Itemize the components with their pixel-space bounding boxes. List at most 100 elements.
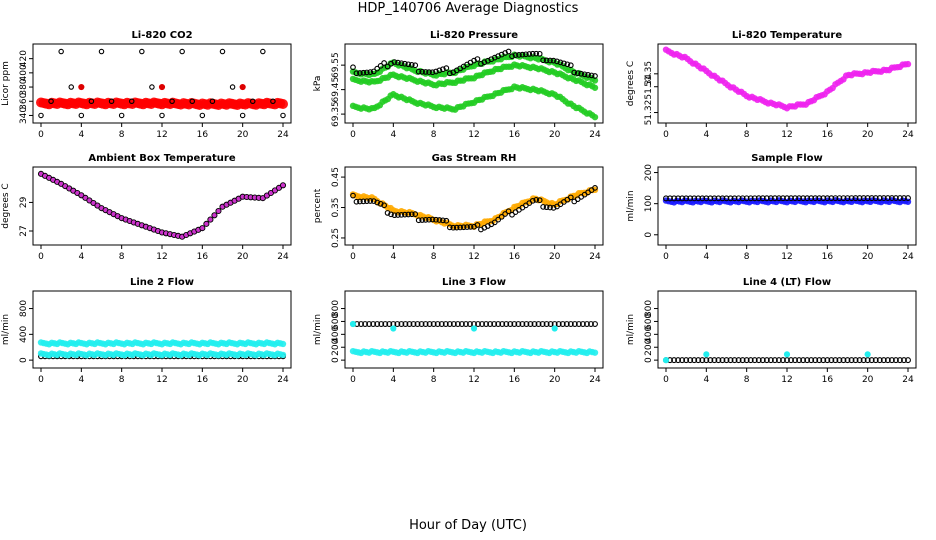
data-point (405, 211, 412, 218)
data-point (207, 216, 214, 223)
x-tick-label: 0 (38, 252, 44, 262)
data-point (663, 195, 669, 202)
data-point (592, 73, 598, 79)
data-point (279, 351, 287, 359)
x-tick-label: 0 (663, 375, 669, 385)
data-point (747, 357, 754, 364)
data-point (567, 194, 574, 201)
data-point (516, 52, 522, 58)
data-point (529, 50, 536, 57)
data-point (800, 357, 807, 364)
y-tick-label: 51.35 (644, 61, 654, 87)
data-point (78, 112, 85, 119)
data-point (588, 72, 595, 79)
x-tick-label: 8 (431, 252, 437, 262)
x-tick-label: 4 (390, 375, 396, 385)
data-point (763, 357, 770, 364)
data-point (751, 195, 758, 202)
chart-panel-9: Line 4 (LT) Flow 0 4 8 12 16 20 24 0 200400600800… (626, 277, 917, 385)
data-point (390, 325, 397, 332)
chart-panel-4: Ambient Box Temperature 0 4 8 12 16 20 24 27 29 de… (1, 153, 292, 262)
y-tick-label: 380 (19, 78, 29, 95)
data-point (864, 357, 871, 364)
data-point (792, 195, 799, 202)
data-point (384, 210, 391, 216)
x-tick-label: 12 (781, 375, 792, 385)
data-point (509, 53, 515, 60)
data-point (366, 321, 373, 327)
series-spikes (662, 351, 871, 364)
series-sample (663, 195, 911, 202)
data-point (398, 321, 405, 327)
data-point (739, 195, 746, 202)
data-point (715, 357, 722, 364)
data-point (905, 357, 911, 364)
data-point (505, 208, 512, 215)
data-point (159, 112, 165, 119)
x-tick-label: 0 (663, 252, 669, 262)
x-tick-label: 24 (277, 130, 289, 140)
data-point (679, 357, 686, 364)
data-point (414, 321, 421, 327)
y-tick-label: 400 (19, 64, 29, 81)
data-point (675, 195, 682, 202)
data-point (215, 207, 222, 215)
data-point (350, 64, 356, 71)
data-point (523, 51, 529, 58)
data-point (540, 57, 546, 64)
data-point (691, 195, 698, 202)
x-tick-label: 12 (468, 130, 479, 140)
data-point (499, 321, 506, 327)
data-point (382, 321, 389, 327)
data-point (360, 69, 367, 76)
data-point (515, 321, 522, 327)
data-point (856, 357, 863, 364)
data-point (551, 325, 558, 332)
data-point (436, 67, 443, 74)
data-point (662, 357, 670, 364)
chart-title: Ambient Box Temperature (88, 153, 235, 164)
x-tick-label: 20 (549, 130, 561, 140)
data-point (711, 357, 718, 364)
data-point (429, 69, 436, 76)
data-point (731, 357, 738, 364)
data-point (561, 60, 567, 67)
data-point (695, 195, 702, 202)
data-point (410, 321, 417, 327)
data-point (398, 211, 405, 218)
data-point (402, 211, 408, 218)
data-point (203, 220, 210, 227)
series-sample (36, 97, 288, 110)
data-point (759, 357, 766, 364)
x-tick-label: 16 (197, 252, 209, 262)
chart-title: Line 2 Flow (130, 277, 194, 288)
data-point (591, 113, 599, 121)
data-point (804, 195, 811, 202)
data-point (199, 112, 206, 119)
plot-frame (32, 43, 292, 124)
series-sample (37, 170, 287, 240)
figure-title: HDP_140706 Average Diagnostics (357, 1, 579, 16)
series-middle (349, 61, 599, 91)
data-point (430, 321, 437, 327)
x-tick-label: 8 (431, 130, 437, 140)
x-tick-label: 0 (38, 375, 44, 385)
y-tick-label: 51.32 (644, 100, 654, 126)
data-point (860, 357, 867, 364)
data-point (564, 61, 571, 68)
data-point (239, 112, 246, 119)
data-point (78, 83, 85, 91)
data-point (844, 195, 851, 202)
data-point (460, 224, 467, 231)
data-point (735, 357, 742, 364)
plot-frame (657, 166, 917, 246)
data-point (703, 357, 710, 364)
data-point (901, 195, 907, 202)
data-point (800, 195, 807, 202)
data-point (719, 357, 726, 364)
data-point (679, 195, 686, 202)
data-point (671, 357, 678, 364)
series-spread (349, 186, 599, 230)
